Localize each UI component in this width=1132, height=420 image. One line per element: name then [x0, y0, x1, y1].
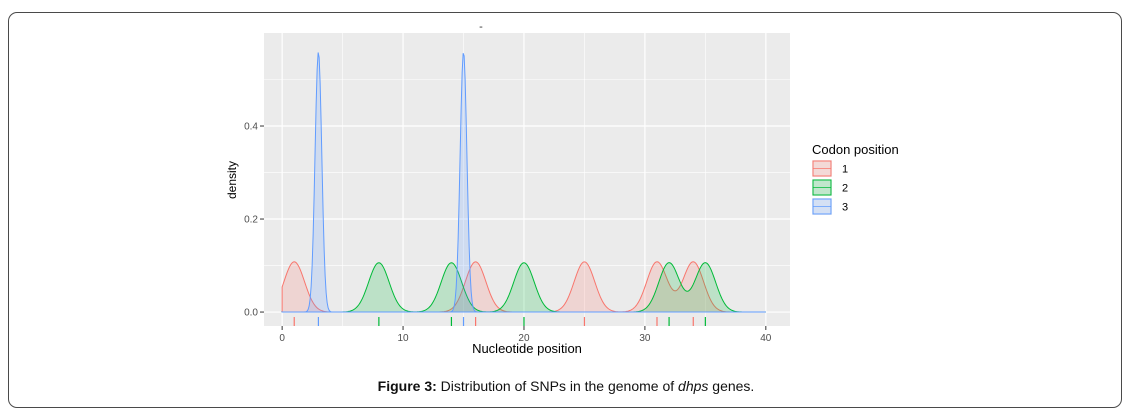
- y-tick-label: 0.2: [244, 215, 258, 226]
- legend-label-2: 2: [842, 183, 848, 195]
- legend-label-1: 1: [842, 164, 848, 176]
- x-axis-label: Nucleotide position: [472, 341, 582, 356]
- caption-text-after: genes.: [708, 378, 755, 394]
- x-tick-label: 40: [760, 333, 772, 344]
- density-chart: 0 10 20 30 40 0.0 0.2 0.4 - Nucleotide position…: [225, 21, 899, 356]
- density-areas: [280, 52, 766, 313]
- caption-text-before: Distribution of SNPs in the genome of: [436, 378, 679, 394]
- density-area-3: [280, 52, 766, 313]
- chart-title: -: [479, 21, 483, 33]
- rug-marks: [293, 317, 706, 326]
- x-tick-label: 10: [397, 333, 409, 344]
- y-axis-label: density: [225, 161, 239, 199]
- x-tick-label: 0: [279, 333, 285, 344]
- legend-label-3: 3: [842, 202, 848, 214]
- caption-label: Figure 3:: [377, 378, 437, 394]
- caption-gene-name: dhps: [678, 378, 709, 394]
- y-tick-label: 0.0: [244, 308, 258, 319]
- legend-title: Codon position: [812, 142, 899, 157]
- x-tick-label: 30: [639, 333, 651, 344]
- x-tick-label: 20: [518, 333, 530, 344]
- y-tick-label: 0.4: [244, 122, 258, 133]
- figure-caption: Figure 3: Distribution of SNPs in the ge…: [0, 378, 1132, 394]
- density-area-2: [280, 262, 766, 313]
- legend: Codon position 1 2 3: [812, 142, 899, 215]
- axes: 0 10 20 30 40 0.0 0.2 0.4: [244, 122, 772, 344]
